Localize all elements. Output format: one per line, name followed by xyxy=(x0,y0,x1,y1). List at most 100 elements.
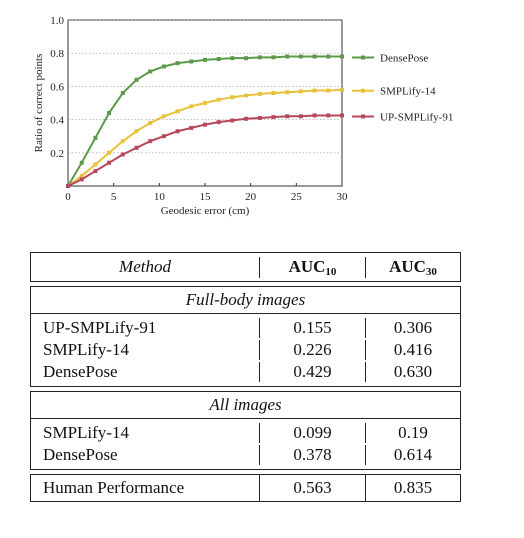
section-body: UP-SMPLify-91 0.155 0.306 SMPLify-14 0.2… xyxy=(31,313,460,386)
cell-auc10: 0.155 xyxy=(259,318,365,338)
header-auc10-sub: 10 xyxy=(325,265,337,278)
data-point xyxy=(298,89,303,94)
cell-auc30: 0.630 xyxy=(365,362,460,382)
data-point xyxy=(161,114,166,119)
y-tick-label: 1.0 xyxy=(50,15,64,27)
cell-method: UP-SMPLify-91 xyxy=(43,318,157,337)
section-human: Human Performance 0.563 0.835 xyxy=(30,474,461,502)
data-point xyxy=(230,95,235,100)
data-point xyxy=(79,177,84,182)
table-row: UP-SMPLify-91 0.155 0.306 xyxy=(31,317,460,339)
section-full-body: Full-body images UP-SMPLify-91 0.155 0.3… xyxy=(30,286,461,387)
data-point xyxy=(120,139,125,144)
auc-table: Method AUC10 AUC30 Full-body images UP-S… xyxy=(30,252,461,502)
data-point xyxy=(79,174,84,179)
header-auc10: AUC10 xyxy=(259,256,365,278)
data-point xyxy=(216,120,221,125)
data-point xyxy=(148,69,153,74)
header-auc30-label: AUC xyxy=(389,256,426,276)
header-method: Method xyxy=(119,257,171,276)
y-tick-label: 0.6 xyxy=(50,81,64,93)
data-point xyxy=(93,135,98,140)
cell-auc10: 0.099 xyxy=(259,423,365,443)
table-row: Human Performance 0.563 0.835 xyxy=(31,475,460,501)
cell-auc30: 0.19 xyxy=(365,423,460,443)
table-header-box: Method AUC10 AUC30 xyxy=(30,252,461,282)
data-point xyxy=(189,104,194,109)
data-point xyxy=(326,88,331,93)
cell-method: SMPLify-14 xyxy=(43,423,129,442)
data-point xyxy=(134,129,139,134)
data-point xyxy=(120,91,125,96)
data-point xyxy=(107,150,112,155)
table-row: SMPLify-14 0.099 0.19 xyxy=(31,422,460,444)
data-point xyxy=(189,125,194,130)
data-point xyxy=(216,97,221,102)
section-title: Full-body images xyxy=(185,290,306,309)
cell-auc10: 0.378 xyxy=(259,445,365,465)
legend-label: UP-SMPLify-91 xyxy=(380,111,453,123)
series-line-0 xyxy=(67,55,342,187)
data-point xyxy=(312,88,317,93)
data-point xyxy=(203,101,207,105)
header-auc30: AUC30 xyxy=(365,256,460,278)
table-row: SMPLify-14 0.226 0.416 xyxy=(31,339,460,361)
cell-auc30: 0.835 xyxy=(365,475,460,501)
data-point xyxy=(175,109,180,114)
x-tick-label: 30 xyxy=(337,191,349,203)
data-point xyxy=(257,55,262,60)
data-point xyxy=(271,55,276,60)
data-point xyxy=(230,118,235,123)
y-tick-label: 0.2 xyxy=(50,148,64,160)
data-point xyxy=(134,77,139,82)
section-body: SMPLify-14 0.099 0.19 DensePose 0.378 0.… xyxy=(31,418,460,469)
data-point xyxy=(189,59,194,64)
data-point xyxy=(340,87,344,92)
legend-marker xyxy=(361,114,365,119)
data-point xyxy=(312,54,317,59)
data-point xyxy=(107,110,112,115)
table-row: DensePose 0.378 0.614 xyxy=(31,444,460,466)
line-chart: 0.2 0.4 0.6 0.8 1.0 0 5 10 15 20 25 30 Geodesic erro… xyxy=(0,0,524,240)
cell-auc10: 0.226 xyxy=(259,340,365,360)
chart-svg: 0.2 0.4 0.6 0.8 1.0 0 5 10 15 20 25 30 Geodesic erro… xyxy=(33,15,453,217)
data-point xyxy=(312,113,317,118)
data-point xyxy=(271,115,276,120)
legend-marker xyxy=(361,88,365,93)
data-point xyxy=(216,57,221,62)
data-point xyxy=(340,54,344,59)
data-point xyxy=(298,54,303,59)
data-point xyxy=(203,57,207,62)
data-point xyxy=(134,145,139,150)
data-point xyxy=(340,113,344,118)
cell-auc30: 0.614 xyxy=(365,445,460,465)
y-tick-label: 0.8 xyxy=(50,48,64,60)
legend-label: SMPLify-14 xyxy=(380,86,436,98)
legend-marker xyxy=(361,55,365,60)
data-point xyxy=(285,90,290,95)
data-point xyxy=(93,169,98,174)
cell-method: DensePose xyxy=(43,362,118,381)
data-point xyxy=(271,91,276,96)
data-point xyxy=(66,184,70,188)
legend-label: DensePose xyxy=(380,53,428,65)
data-point xyxy=(161,64,166,69)
y-axis-label: Ratio of correct points xyxy=(33,54,45,153)
data-point xyxy=(175,61,180,66)
table-row: DensePose 0.429 0.630 xyxy=(31,361,460,383)
data-point xyxy=(230,56,235,61)
x-tick-label: 0 xyxy=(65,191,71,203)
cell-auc10: 0.563 xyxy=(259,475,365,501)
header-auc30-sub: 30 xyxy=(425,265,437,278)
data-point xyxy=(257,91,262,96)
data-point xyxy=(161,134,166,139)
cell-method: DensePose xyxy=(43,445,118,464)
table-header-row: Method AUC10 AUC30 xyxy=(31,253,460,281)
data-point xyxy=(326,113,331,118)
data-point xyxy=(257,115,262,120)
header-auc10-label: AUC xyxy=(288,256,326,276)
x-tick-label: 25 xyxy=(291,191,303,203)
data-point xyxy=(285,114,290,119)
section-title: All images xyxy=(209,395,282,414)
data-point xyxy=(148,139,153,144)
